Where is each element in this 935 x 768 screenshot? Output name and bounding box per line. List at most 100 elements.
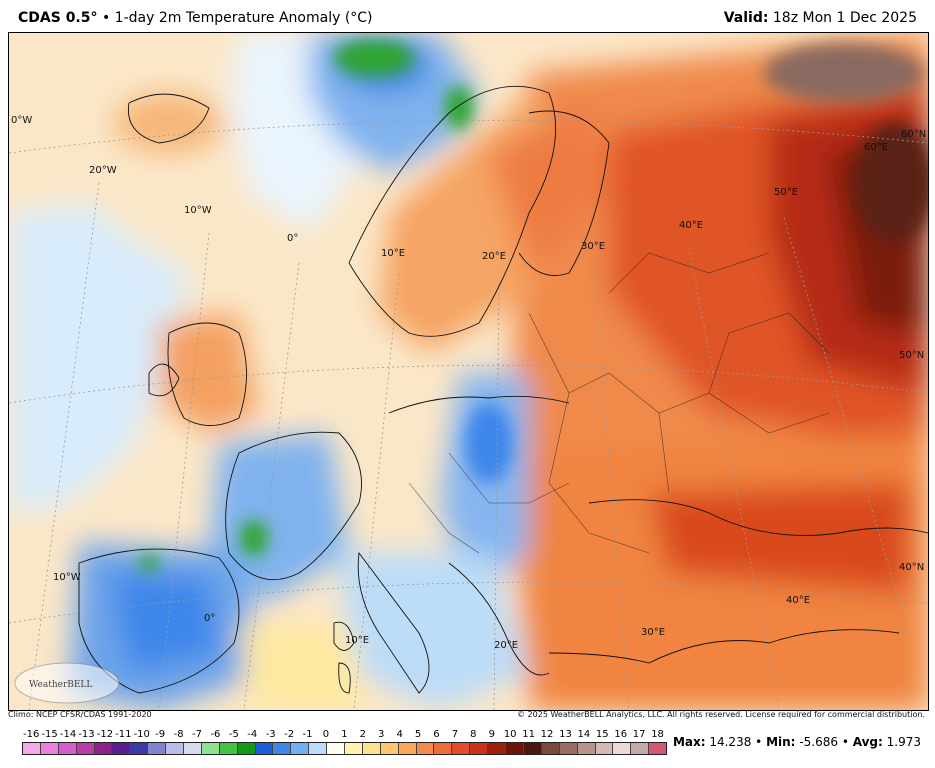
lon-label-10w-bottom: 10°W [53,572,81,583]
legend-swatch [58,743,77,754]
field-name: 1-day 2m Temperature Anomaly (°C) [114,10,373,26]
legend-swatch [112,743,131,754]
legend-swatch [541,743,560,754]
min-value: -5.686 [799,735,838,749]
legend-tick: -13 [78,729,95,740]
weatherbell-logo: WeatherBELL [14,662,120,704]
valid-label: Valid: [723,10,769,26]
legend-tick: 8 [470,729,477,740]
legend-swatch [488,743,507,754]
lon-label-10e-bottom: 10°E [345,635,369,646]
legend-tick: 11 [522,729,535,740]
min-label: Min: [766,735,796,749]
legend-tick: 12 [540,729,554,740]
legend-swatch [559,743,578,754]
legend-swatch [130,743,149,754]
valid-time: Valid: 18z Mon 1 Dec 2025 [724,10,917,26]
legend-tick: -9 [155,729,166,740]
lon-label-0w-left: 0°W [11,115,32,126]
legend-tick: -12 [96,729,114,740]
legend-tick: 2 [359,729,366,740]
lon-label-20w: 20°W [89,165,117,176]
legend-swatch [434,743,453,754]
legend-tick: 4 [396,729,403,740]
legend-swatches [22,742,667,755]
legend-tick: 5 [414,729,422,740]
lon-label-30e-top: 30°E [581,241,605,252]
max-label: Max: [672,735,706,749]
legend-swatch [362,743,381,754]
lat-label-50n: 50°N [899,350,924,361]
legend-tick: -14 [59,729,77,740]
legend-tick: 14 [577,729,591,740]
lon-label-0-top: 0° [287,233,298,244]
lon-label-50e-top: 50°E [774,187,798,198]
lon-label-40e-bottom: 40°E [786,595,810,606]
legend-tick: 10 [503,729,517,740]
legend-swatch [595,743,614,754]
legend-tick: 6 [433,729,440,740]
map-header: CDAS 0.5° • 1-day 2m Temperature Anomaly… [0,0,935,32]
lon-label-0-bottom: 0° [204,613,215,624]
legend-tick: -7 [192,729,202,740]
legend-swatch [273,743,292,754]
legend-swatch [631,743,650,754]
legend-tick: 18 [651,729,664,740]
legend-tick: -3 [265,729,276,740]
graticule [9,119,928,710]
legend-tick: 7 [451,729,459,740]
lon-label-40e-top: 40°E [679,220,703,231]
logo-text: WeatherBELL [29,680,92,690]
legend-tick: -11 [115,729,132,740]
lon-label-30e-bottom: 30°E [641,627,665,638]
legend-swatch [94,743,113,754]
legend-swatch [345,743,363,754]
legend-swatch [148,743,167,754]
legend-tick: 13 [559,729,572,740]
legend-swatch [649,743,667,754]
legend-swatch [577,743,596,754]
legend-tick: -5 [228,729,239,740]
lon-label-10e-top: 10°E [381,248,405,259]
legend-swatch [23,743,41,754]
anomaly-map[interactable]: 0°W 20°W 10°W 0° 10°E 20°E 30°E 40°E 50°… [8,32,929,711]
avg-value: 1.973 [886,735,921,749]
legend-swatch [291,743,310,754]
legend-swatch [40,743,59,754]
legend-tick: 9 [488,729,495,740]
max-value: 14.238 [709,735,752,749]
stats-separator-2: • [841,735,849,749]
legend-swatch [219,743,238,754]
legend-swatch [470,743,489,754]
map-title: CDAS 0.5° • 1-day 2m Temperature Anomaly… [18,10,373,26]
legend-swatch [506,743,524,754]
lon-label-20e-top: 20°E [482,251,506,262]
legend-swatch [416,743,435,754]
title-separator: • [101,10,111,26]
legend-tick: 3 [378,729,385,740]
country-borders [408,252,830,554]
stats-separator-1: • [755,735,763,749]
legend-swatch [327,743,346,754]
legend-tick: -16 [23,729,40,740]
legend-tick: 15 [595,729,609,740]
lon-label-10w-top: 10°W [184,205,212,216]
legend-tick: -15 [41,729,58,740]
legend-swatch [76,743,95,754]
degree-symbol: ° [90,10,98,26]
map-canvas: 0°W 20°W 10°W 0° 10°E 20°E 30°E 40°E 50°… [9,33,928,710]
legend-tick: -10 [133,729,150,740]
legend-swatch [380,743,399,754]
model-name: CDAS 0.5 [18,10,91,26]
legend-tick: -8 [173,729,184,740]
legend-swatch [184,743,202,754]
lat-label-40n: 40°N [899,562,924,573]
legend-swatch [166,743,185,754]
legend-swatch [255,743,274,754]
legend-swatch [452,743,471,754]
legend-ticks: -16 -15 -14 -13 -12 -11 -10 -9 -8 -7 -6 -5 -4 -3 -2 -1 0… [22,729,667,741]
color-legend: -16 -15 -14 -13 -12 -11 -10 -9 -8 -7 -6 -5 -4 -3 -2 -1 0… [22,729,667,763]
lon-label-60e: 60°E [864,142,888,153]
copyright-note: © 2025 WeatherBELL Analytics, LLC. All r… [517,710,925,719]
legend-swatch [523,743,542,754]
